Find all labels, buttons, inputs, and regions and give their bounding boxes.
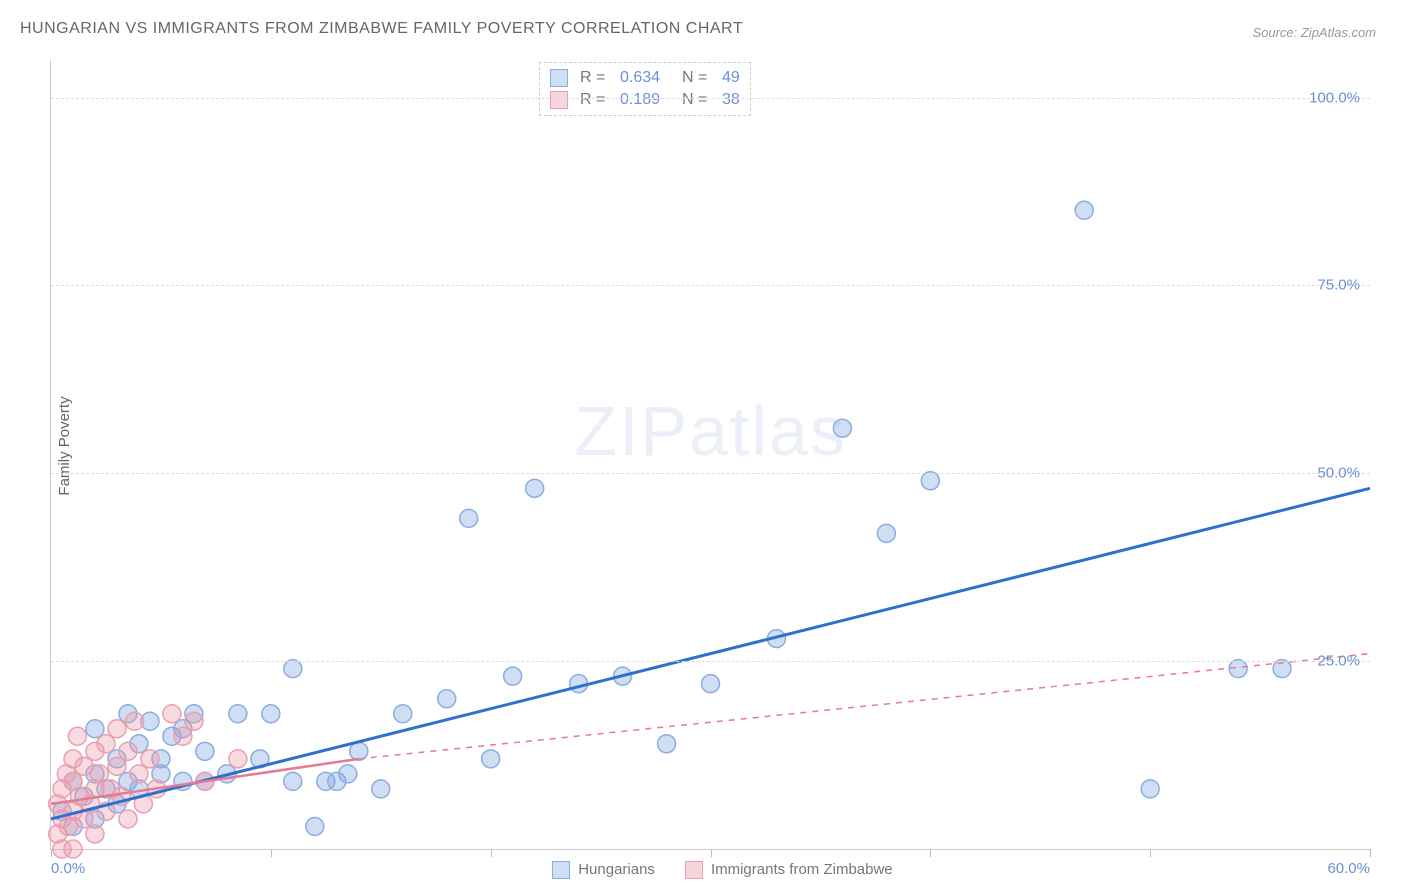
y-tick-label: 25.0% — [1317, 653, 1360, 670]
stats-row: R = 0.189 N = 38 — [550, 89, 740, 111]
gridline — [51, 473, 1370, 474]
y-tick-label: 100.0% — [1309, 89, 1360, 106]
stats-row: R = 0.634 N = 49 — [550, 67, 740, 89]
x-tick — [491, 849, 492, 857]
chart-plot-area: ZIPatlas R =0.634N =49R =0.189N =38 Hung… — [50, 60, 1370, 850]
x-tick — [1150, 849, 1151, 857]
x-tick-label: 60.0% — [1327, 860, 1370, 877]
gridline — [51, 661, 1370, 662]
stats-n-label: N = — [682, 91, 710, 109]
stats-n-value: 49 — [722, 69, 740, 87]
y-tick-label: 75.0% — [1317, 277, 1360, 294]
scatter-canvas — [51, 60, 1370, 849]
legend-item-a: Hungarians — [552, 861, 655, 879]
gridline — [51, 98, 1370, 99]
stats-n-value: 38 — [722, 91, 740, 109]
x-tick — [271, 849, 272, 857]
stats-swatch-icon — [550, 69, 568, 87]
legend-swatch-b-icon — [685, 861, 703, 879]
y-tick-label: 50.0% — [1317, 465, 1360, 482]
legend-swatch-a-icon — [552, 861, 570, 879]
x-tick — [51, 849, 52, 857]
stats-legend-box: R = 0.634 N = 49 R = 0.189 N = 38 — [539, 62, 751, 116]
legend-item-b: Immigrants from Zimbabwe — [685, 861, 893, 879]
stats-r-value: 0.634 — [620, 69, 670, 87]
x-tick — [930, 849, 931, 857]
gridline — [51, 285, 1370, 286]
stats-n-label: N = — [682, 69, 710, 87]
series-legend: Hungarians Immigrants from Zimbabwe — [552, 861, 892, 879]
stats-r-value: 0.189 — [620, 91, 670, 109]
x-tick-label: 0.0% — [51, 860, 85, 877]
source-attribution: Source: ZipAtlas.com — [1252, 25, 1376, 40]
legend-label-a: Hungarians — [578, 861, 655, 878]
chart-title: HUNGARIAN VS IMMIGRANTS FROM ZIMBABWE FA… — [20, 20, 743, 38]
legend-label-b: Immigrants from Zimbabwe — [711, 861, 893, 878]
stats-swatch-icon — [550, 91, 568, 109]
x-tick — [711, 849, 712, 857]
x-tick — [1370, 849, 1371, 857]
stats-r-label: R = — [580, 91, 608, 109]
stats-r-label: R = — [580, 69, 608, 87]
